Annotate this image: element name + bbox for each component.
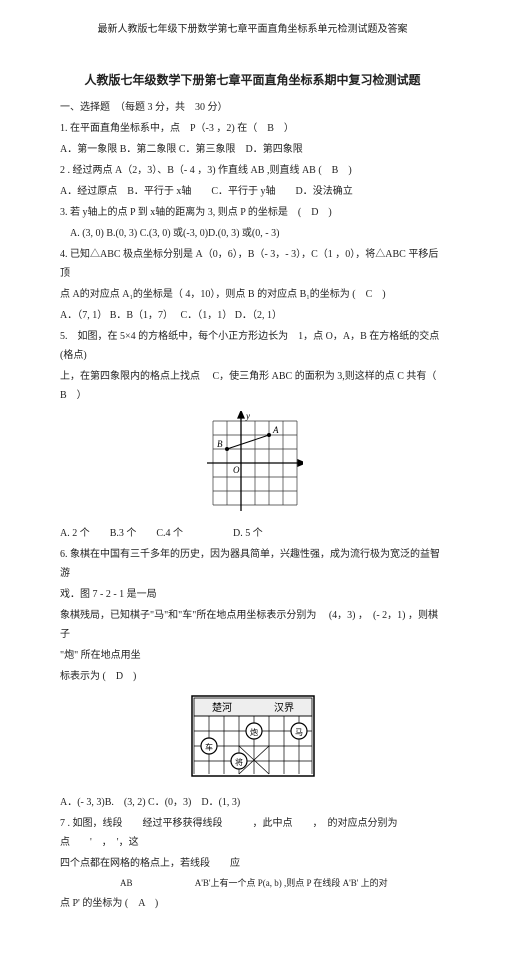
q7c: 点 P' 的坐标为 ( A ): [60, 894, 445, 913]
piece-jiang: 将: [235, 757, 243, 767]
origin-label: O: [233, 465, 240, 475]
q6b: 戏．图 7 - 2 - 1 是一局: [60, 585, 445, 604]
q7a: 7 . 如图，线段 经过平移获得线段 ，此中点 ， 的对应点分别为点 ' ， '…: [60, 814, 445, 852]
pt-a: A: [272, 425, 279, 435]
q7b-t: 四个点都在网格的格点上，若线段 应: [60, 854, 240, 873]
q7-line2: 四个点都在网格的格点上，若线段 应: [60, 854, 445, 873]
q3-opts: A. (3, 0) B.(0, 3) C.(3, 0) 或(-3, 0)D.(0…: [60, 224, 445, 243]
doc-header: 最新人教版七年级下册数学第七章平面直角坐标系单元检测试题及答案: [60, 20, 445, 39]
chu-label: 楚河: [212, 701, 232, 714]
seg-ab: AB: [120, 878, 133, 888]
q1: 1. 在平面直角坐标系中，点 P（-3 ，2) 在（ B ）: [60, 119, 445, 138]
chess-figure: 楚河 汉界: [60, 692, 445, 787]
q5a: 5. 如图，在 5×4 的方格纸中，每个小正方形边长为 1，点 O，A，B 在方…: [60, 327, 445, 365]
q6e: 标表示为 ( D ): [60, 667, 445, 686]
q7a-t: 7 . 如图，线段 经过平移获得线段 ，此中点 ， 的对应点分别为点 ' ， '…: [60, 818, 398, 848]
q1-opts: A．第一象限 B．第二象限 C．第三象限 D．第四象限: [60, 140, 445, 159]
q5-opts: A. 2 个 B.3 个 C.4 个 D. 5 个: [60, 524, 445, 543]
piece-ma: 马: [295, 728, 303, 737]
q3: 3. 若 y轴上的点 P 到 x轴的距离为 3, 则点 P 的坐标是 ( D ): [60, 203, 445, 222]
q4b: 点 A的对应点 A₁的坐标是（ 4，10），则点 B 的对应点 B₁的坐标为 (…: [60, 285, 445, 304]
exam-page: 最新人教版七年级下册数学第七章平面直角坐标系单元检测试题及答案 人教版七年级数学…: [0, 0, 505, 955]
y-label: y: [245, 411, 250, 421]
q6c: 象棋残局，已知棋子"马"和"车"所在地点用坐标表示分别为 (4，3) ， (- …: [60, 606, 445, 644]
q6a: 6. 象棋在中国有三千多年的历史，因为器具简单，兴趣性强，成为流行极为宽泛的益智…: [60, 545, 445, 583]
q4a: 4. 已知△ABC 极点坐标分别是 A（0，6），B（- 3，- 3），C（1 …: [60, 245, 445, 283]
grid-figure: y O A B: [60, 411, 445, 518]
piece-pao: 炮: [250, 727, 258, 737]
pt-b: B: [217, 439, 223, 449]
q6-opts: A．(- 3, 3)B. (3, 2) C．(0，3) D．(1, 3): [60, 793, 445, 812]
grid-svg: y O A B: [203, 411, 303, 511]
q2: 2 . 经过两点 A（2，3）、B（- 4 ，3) 作直线 AB ,则直线 AB…: [60, 161, 445, 180]
q7-segs: AB A'B'上有一个点 P(a, b) ,则点 P 在线段 A'B' 上的对: [60, 875, 445, 892]
piece-che: 车: [205, 742, 213, 752]
section1-head: 一、选择题 （每题 3 分，共 30 分）: [60, 98, 445, 117]
doc-title: 人教版七年级数学下册第七章平面直角坐标系期中复习检测试题: [60, 69, 445, 92]
q6d: "炮" 所在地点用坐: [60, 646, 445, 665]
chess-svg: 楚河 汉界: [188, 692, 318, 780]
q2-opts: A．经过原点 B．平行于 x轴 C．平行于 y轴 D．没法确立: [60, 182, 445, 201]
han-label: 汉界: [274, 702, 294, 714]
seg-a1b1: A'B'上有一个点 P(a, b) ,则点 P 在线段 A'B' 上的对: [195, 878, 388, 888]
q5b: 上，在第四象限内的格点上找点 C，使三角形 ABC 的面积为 3,则这样的点 C…: [60, 367, 445, 405]
q4-opts: A．（7, 1） B．B（1，7） C．（1，1） D．（2, 1）: [60, 306, 445, 325]
